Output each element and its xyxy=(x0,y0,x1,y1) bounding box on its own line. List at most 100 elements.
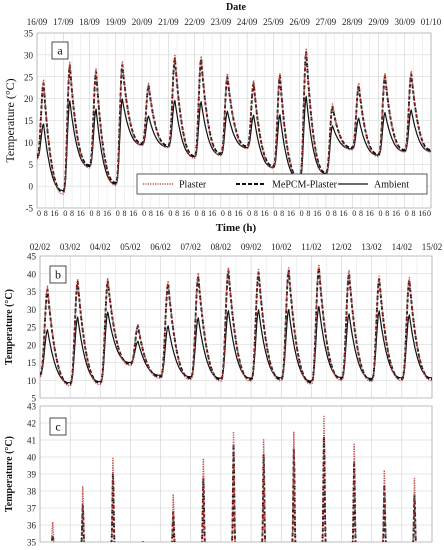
hour-tick-label-a-12-1: 8 xyxy=(359,209,363,218)
hour-tick-label-a-1-1: 8 xyxy=(70,209,74,218)
y-axis-label-b: Temperature (°C) xyxy=(4,289,15,365)
y-axis-label-a: Temperature (°C) xyxy=(3,78,17,162)
y-tick-label-a-7: 30 xyxy=(24,50,34,60)
date-tick-label-a-7: 23/09 xyxy=(211,17,232,27)
panel-label-box-c xyxy=(49,417,67,436)
hour-tick-label-a-6-1: 8 xyxy=(201,209,205,218)
date-tick-label-a-6: 22/09 xyxy=(184,17,205,27)
hour-tick-label-a-4-2: 16 xyxy=(156,209,164,218)
y-tick-label-b-8: 45 xyxy=(27,252,37,262)
panel-label-box-a xyxy=(51,41,69,60)
y-tick-label-a-4: 15 xyxy=(24,116,34,126)
date-tick-label-a-10: 26/09 xyxy=(289,17,310,27)
hour-tick-label-a-6-2: 16 xyxy=(208,209,216,218)
y-tick-label-c-2: 37 xyxy=(27,504,37,514)
hour-tick-label-a-end: 0 xyxy=(427,209,431,218)
series-line-a-plaster xyxy=(37,48,431,195)
panel-label-a: a xyxy=(57,44,63,58)
legend-a: Plaster MePCM-Plaster Ambient xyxy=(136,173,428,195)
date-tick-label-a-1: 17/09 xyxy=(53,17,74,27)
hour-tick-label-a-2-2: 16 xyxy=(103,209,111,218)
hour-tick-label-a-8-0: 0 xyxy=(247,209,251,218)
y-axis-label-c: Temperature (°C) xyxy=(4,436,15,512)
panel-c-chart: 35 36 37 38 39 40 41 42 43 c Temperature (°C) xyxy=(4,402,433,548)
hour-tick-label-a-5-1: 8 xyxy=(175,209,179,218)
y-tick-label-c-0: 35 xyxy=(27,538,37,548)
date-tick-label-a-13: 29/09 xyxy=(368,17,389,27)
series-line-b-plaster xyxy=(40,263,432,387)
hour-tick-label-a-5-2: 16 xyxy=(182,209,190,218)
hour-tick-label-a-8-2: 16 xyxy=(261,209,269,218)
hour-tick-label-a-0-2: 16 xyxy=(51,209,59,218)
hour-tick-label-a-9-2: 16 xyxy=(287,209,295,218)
legend-box-a xyxy=(136,173,428,195)
date-tick-label-a-9: 25/09 xyxy=(263,17,284,27)
hour-tick-label-a-3-2: 16 xyxy=(129,209,137,218)
panel-label-box-b xyxy=(49,265,67,284)
date-tick-label-b-13: 15/02 xyxy=(422,242,443,252)
hour-tick-label-a-10-1: 8 xyxy=(306,209,310,218)
hour-tick-label-a-3-0: 0 xyxy=(116,209,120,218)
date-tick-label-a-0: 16/09 xyxy=(27,17,48,27)
date-tick-label-a-2: 18/09 xyxy=(79,17,100,27)
y-tick-label-a-8: 35 xyxy=(24,29,34,39)
y-tick-label-c-7: 42 xyxy=(27,419,36,429)
hour-tick-label-a-13-1: 8 xyxy=(385,209,389,218)
hour-tick-label-a-9-1: 8 xyxy=(280,209,284,218)
date-tick-label-b-11: 13/02 xyxy=(361,242,382,252)
date-tick-label-b-12: 14/02 xyxy=(392,242,413,252)
hour-tick-label-a-7-0: 0 xyxy=(221,209,225,218)
date-tick-label-b-5: 07/02 xyxy=(181,242,202,252)
y-tick-label-c-3: 38 xyxy=(27,487,37,497)
date-tick-label-b-1: 03/02 xyxy=(60,242,81,252)
hour-tick-label-a-9-0: 0 xyxy=(273,209,277,218)
date-tick-label-b-0: 02/02 xyxy=(30,242,51,252)
date-tick-label-b-6: 08/02 xyxy=(211,242,232,252)
hour-tick-label-a-7-1: 8 xyxy=(228,209,232,218)
hour-tick-label-a-3-1: 8 xyxy=(123,209,127,218)
y-tick-label-a-6: 25 xyxy=(24,72,34,82)
y-tick-label-b-5: 30 xyxy=(27,305,37,315)
hour-tick-label-a-4-0: 0 xyxy=(142,209,146,218)
date-tick-label-a-12: 28/09 xyxy=(342,17,363,27)
hour-tick-label-a-0-1: 8 xyxy=(44,209,48,218)
hour-tick-label-a-8-1: 8 xyxy=(254,209,258,218)
series-line-b-mepcm-plaster xyxy=(40,267,432,385)
y-tick-label-a-1: 0 xyxy=(29,182,34,192)
panel-label-c: c xyxy=(55,420,60,434)
series-line-a-ambient xyxy=(37,95,431,192)
y-tick-label-a-5: 20 xyxy=(24,94,34,104)
hour-tick-label-a-1-0: 0 xyxy=(63,209,67,218)
y-tick-label-a-2: 5 xyxy=(29,160,34,170)
date-tick-label-a-5: 21/09 xyxy=(158,17,179,27)
y-tick-label-b-0: 5 xyxy=(32,394,37,404)
hour-tick-label-a-0-0: 0 xyxy=(37,209,41,218)
panel-label-b: b xyxy=(55,268,61,282)
hour-tick-label-a-6-0: 0 xyxy=(195,209,199,218)
date-tick-label-a-3: 19/09 xyxy=(106,17,127,27)
hour-tick-label-a-14-2: 16 xyxy=(418,209,426,218)
date-tick-label-a-14: 30/09 xyxy=(394,17,415,27)
y-tick-label-a-3: 10 xyxy=(24,138,34,148)
date-tick-label-b-10: 12/02 xyxy=(331,242,352,252)
hour-tick-label-a-13-2: 16 xyxy=(392,209,400,218)
legend-label-2: Ambient xyxy=(374,180,409,191)
y-tick-label-c-8: 43 xyxy=(27,402,37,412)
hour-tick-label-a-10-2: 16 xyxy=(313,209,321,218)
date-tick-label-b-4: 06/02 xyxy=(150,242,171,252)
y-tick-label-b-3: 20 xyxy=(27,340,37,350)
hour-tick-label-a-12-2: 16 xyxy=(366,209,374,218)
y-tick-label-b-2: 15 xyxy=(27,358,37,368)
hour-tick-label-a-11-1: 8 xyxy=(333,209,337,218)
y-tick-label-c-4: 39 xyxy=(27,470,37,480)
y-tick-label-a-0: -5 xyxy=(26,204,34,214)
y-tick-label-b-4: 25 xyxy=(27,323,37,333)
series-group-a xyxy=(37,48,431,195)
date-tick-label-b-2: 04/02 xyxy=(90,242,111,252)
hour-tick-label-a-2-0: 0 xyxy=(90,209,94,218)
hour-tick-label-a-11-2: 16 xyxy=(339,209,347,218)
y-tick-label-b-7: 40 xyxy=(27,269,37,279)
